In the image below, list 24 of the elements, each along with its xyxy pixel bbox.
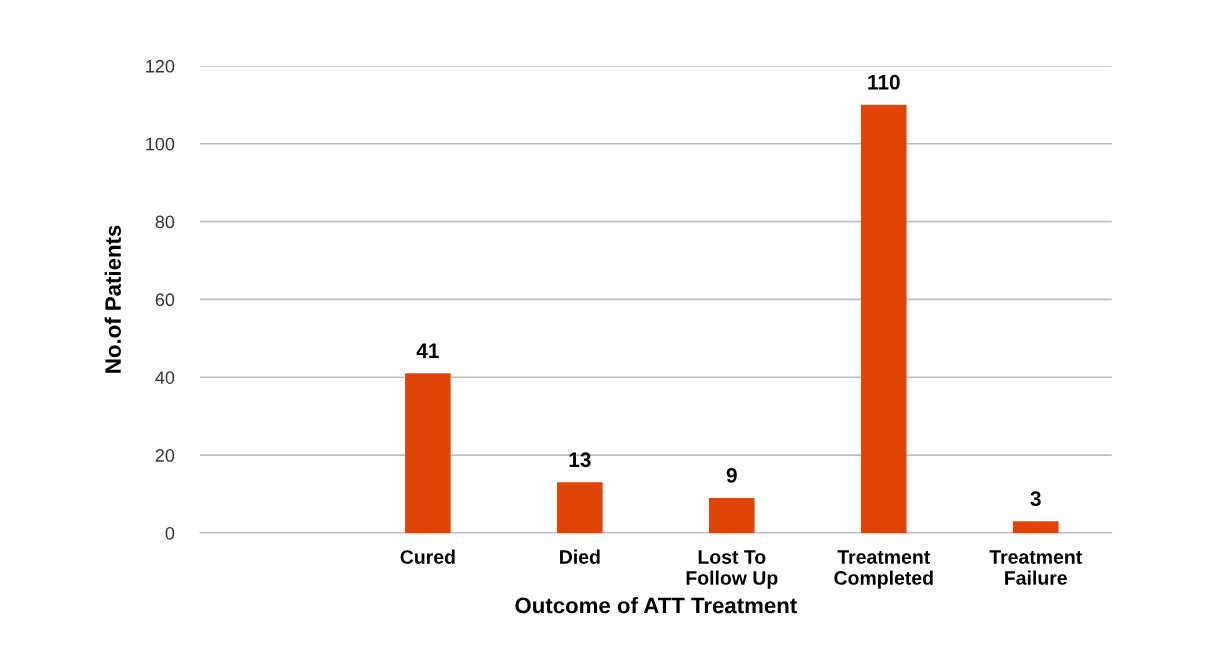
y-tick-label: 120 xyxy=(146,59,175,73)
x-tick-label: Treatment Completed xyxy=(834,550,933,589)
y-tick-label: 60 xyxy=(155,293,175,307)
y-axis-title: No.of Patients xyxy=(104,225,121,373)
data-label: 110 xyxy=(868,74,900,90)
bar xyxy=(405,373,451,533)
data-label: 3 xyxy=(1030,491,1041,507)
y-tick-label: 40 xyxy=(155,371,175,384)
data-label: 9 xyxy=(726,467,737,483)
bar xyxy=(557,482,603,533)
x-tick-label: Lost To Follow Up xyxy=(686,550,778,589)
bar xyxy=(709,497,755,533)
x-tick-label: Treatment Failure xyxy=(989,550,1082,585)
y-tick-label: 0 xyxy=(165,526,175,540)
y-tick-label: 20 xyxy=(155,449,175,462)
x-tick-label: Cured xyxy=(400,549,455,564)
y-tick-label: 80 xyxy=(155,215,175,229)
x-tick-label: Died xyxy=(560,549,600,564)
x-axis-title: Outcome of ATT Treatment xyxy=(515,597,797,614)
y-tick-label: 100 xyxy=(146,137,175,151)
data-label: 13 xyxy=(569,452,591,468)
data-label: 41 xyxy=(416,343,439,358)
bar xyxy=(1012,521,1059,533)
bar xyxy=(860,104,907,533)
